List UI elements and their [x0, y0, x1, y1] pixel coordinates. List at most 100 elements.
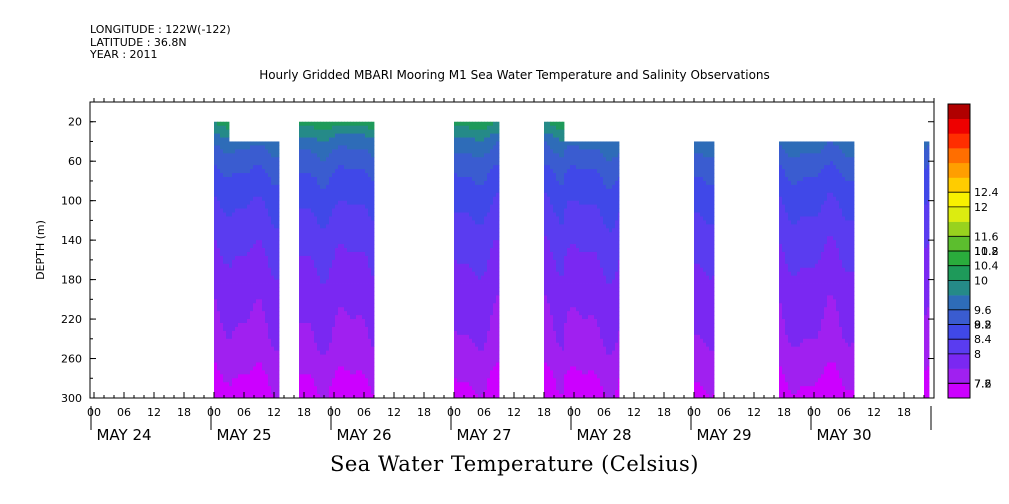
temperature-cell	[487, 251, 491, 257]
temperature-cell	[326, 291, 330, 296]
temperature-cell	[217, 267, 221, 273]
temperature-cell	[564, 350, 568, 355]
temperature-cell	[314, 133, 318, 138]
temperature-cell	[454, 319, 458, 324]
temperature-cell	[335, 350, 339, 355]
temperature-cell	[299, 212, 303, 217]
temperature-cell	[302, 259, 306, 265]
temperature-cell	[564, 212, 568, 217]
temperature-cell	[564, 319, 568, 324]
temperature-cell	[454, 350, 458, 355]
temperature-cell	[356, 153, 360, 158]
temperature-cell	[214, 358, 218, 363]
temperature-cell	[341, 366, 345, 371]
temperature-cell	[241, 157, 245, 162]
temperature-cell	[547, 338, 551, 344]
temperature-cell	[547, 200, 551, 206]
temperature-cell	[311, 259, 315, 265]
temperature-cell	[460, 192, 464, 198]
temperature-cell	[232, 307, 236, 312]
temperature-cell	[223, 244, 227, 249]
temperature-cell	[544, 326, 548, 332]
temperature-cell	[493, 283, 497, 288]
temperature-cell	[556, 251, 560, 257]
temperature-cell	[235, 295, 239, 300]
temperature-cell	[256, 382, 260, 387]
temperature-cell	[238, 323, 242, 328]
temperature-cell	[466, 319, 470, 324]
temperature-cell	[256, 259, 260, 265]
temperature-cell	[235, 354, 239, 359]
temperature-cell	[347, 394, 351, 399]
temperature-cell	[256, 263, 260, 269]
temperature-cell	[299, 358, 303, 363]
temperature-cell	[559, 157, 563, 162]
temperature-cell	[559, 267, 563, 273]
temperature-cell	[277, 311, 280, 316]
temperature-cell	[253, 192, 257, 198]
temperature-cell	[562, 161, 565, 166]
temperature-cell	[559, 125, 563, 131]
temperature-cell	[547, 267, 551, 273]
temperature-cell	[457, 271, 461, 277]
temperature-cell	[570, 176, 574, 182]
temperature-cell	[472, 346, 476, 352]
temperature-cell	[490, 180, 494, 186]
temperature-cell	[478, 125, 482, 131]
temperature-cell	[562, 338, 565, 344]
temperature-cell	[466, 220, 470, 225]
temperature-cell	[356, 386, 360, 391]
temperature-cell	[235, 334, 239, 340]
temperature-cell	[326, 350, 330, 355]
temperature-cell	[314, 370, 318, 375]
temperature-cell	[323, 220, 327, 225]
temperature-cell	[463, 212, 467, 217]
temperature-cell	[268, 200, 272, 206]
temperature-cell	[347, 208, 351, 213]
temperature-cell	[299, 382, 303, 387]
temperature-cell	[232, 267, 236, 273]
temperature-cell	[235, 303, 239, 308]
temperature-cell	[553, 358, 557, 363]
temperature-cell	[217, 358, 221, 363]
temperature-cell	[268, 378, 272, 383]
temperature-cell	[490, 212, 494, 217]
temperature-cell	[299, 204, 303, 209]
temperature-cell	[244, 394, 248, 399]
temperature-cell	[217, 216, 221, 221]
temperature-cell	[335, 330, 339, 336]
temperature-cell	[247, 370, 251, 375]
temperature-cell	[320, 275, 324, 280]
temperature-cell	[265, 307, 269, 312]
temperature-cell	[478, 299, 482, 304]
temperature-cell	[469, 141, 473, 146]
temperature-cell	[496, 259, 500, 265]
temperature-cell	[335, 354, 339, 359]
temperature-cell	[466, 137, 470, 142]
temperature-cell	[232, 232, 236, 237]
temperature-cell	[220, 354, 224, 359]
temperature-cell	[335, 204, 339, 209]
temperature-cell	[238, 311, 242, 316]
temperature-cell	[329, 275, 333, 280]
temperature-cell	[460, 212, 464, 217]
temperature-cell	[214, 248, 218, 253]
temperature-cell	[217, 362, 221, 367]
data-segment	[454, 121, 500, 399]
temperature-cell	[466, 244, 470, 249]
temperature-cell	[305, 330, 309, 336]
data-segment	[544, 121, 565, 399]
temperature-cell	[362, 319, 366, 324]
temperature-cell	[326, 342, 330, 348]
temperature-cell	[567, 149, 571, 154]
temperature-cell	[362, 200, 366, 206]
temperature-cell	[493, 374, 497, 379]
temperature-cell	[344, 184, 348, 190]
temperature-cell	[229, 275, 233, 280]
temperature-cell	[329, 279, 333, 284]
temperature-cell	[244, 216, 248, 221]
temperature-cell	[487, 137, 491, 142]
temperature-cell	[299, 188, 303, 194]
temperature-cell	[326, 180, 330, 186]
temperature-cell	[564, 287, 568, 292]
